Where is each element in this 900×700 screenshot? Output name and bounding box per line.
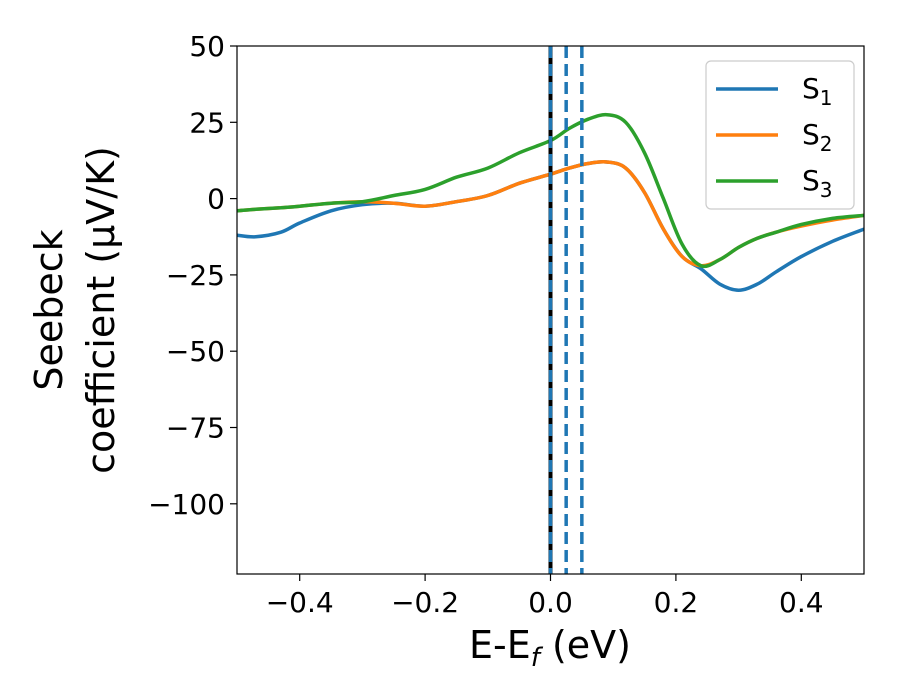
y-axis-title: Seebeck coefficient (μV/K) — [27, 146, 123, 474]
legend-label: S2 — [802, 118, 833, 156]
x-tick-label: 0.2 — [654, 586, 699, 619]
x-tick-label: −0.2 — [391, 586, 459, 619]
y-tick-label: 50 — [189, 30, 225, 63]
y-axis-title-line1: Seebeck — [27, 229, 71, 390]
x-axis-title-unit: (eV) — [540, 623, 631, 667]
series-layer — [237, 112, 864, 292]
x-axis-title-main: E-E — [469, 623, 531, 667]
x-tick-label: 0.4 — [779, 586, 824, 619]
y-tick-label: −100 — [148, 488, 225, 521]
y-axis-ticks: 50 25 0 −25 −50 −75 −100 — [148, 30, 237, 521]
x-tick-label: 0.0 — [528, 586, 573, 619]
legend-box — [705, 60, 855, 210]
x-tick-label: −0.4 — [266, 586, 334, 619]
x-axis-ticks: −0.4 −0.2 0.0 0.2 0.4 — [266, 574, 824, 619]
y-tick-label: −75 — [166, 412, 225, 445]
plot-area — [236, 45, 865, 575]
y-axis-title-line2: coefficient (μV/K) — [79, 146, 123, 474]
y-tick-label: 25 — [189, 106, 225, 139]
vline-layer — [548, 46, 584, 574]
legend-label: S1 — [802, 72, 833, 110]
y-tick-label: 0 — [207, 183, 225, 216]
y-tick-label: −25 — [166, 259, 225, 292]
legend: S1 S2 S3 — [705, 60, 855, 210]
y-tick-label: −50 — [166, 335, 225, 368]
series-line-s3 — [237, 112, 864, 269]
legend-label: S3 — [802, 164, 833, 202]
x-axis-title: E-Ef (eV) — [469, 623, 631, 673]
